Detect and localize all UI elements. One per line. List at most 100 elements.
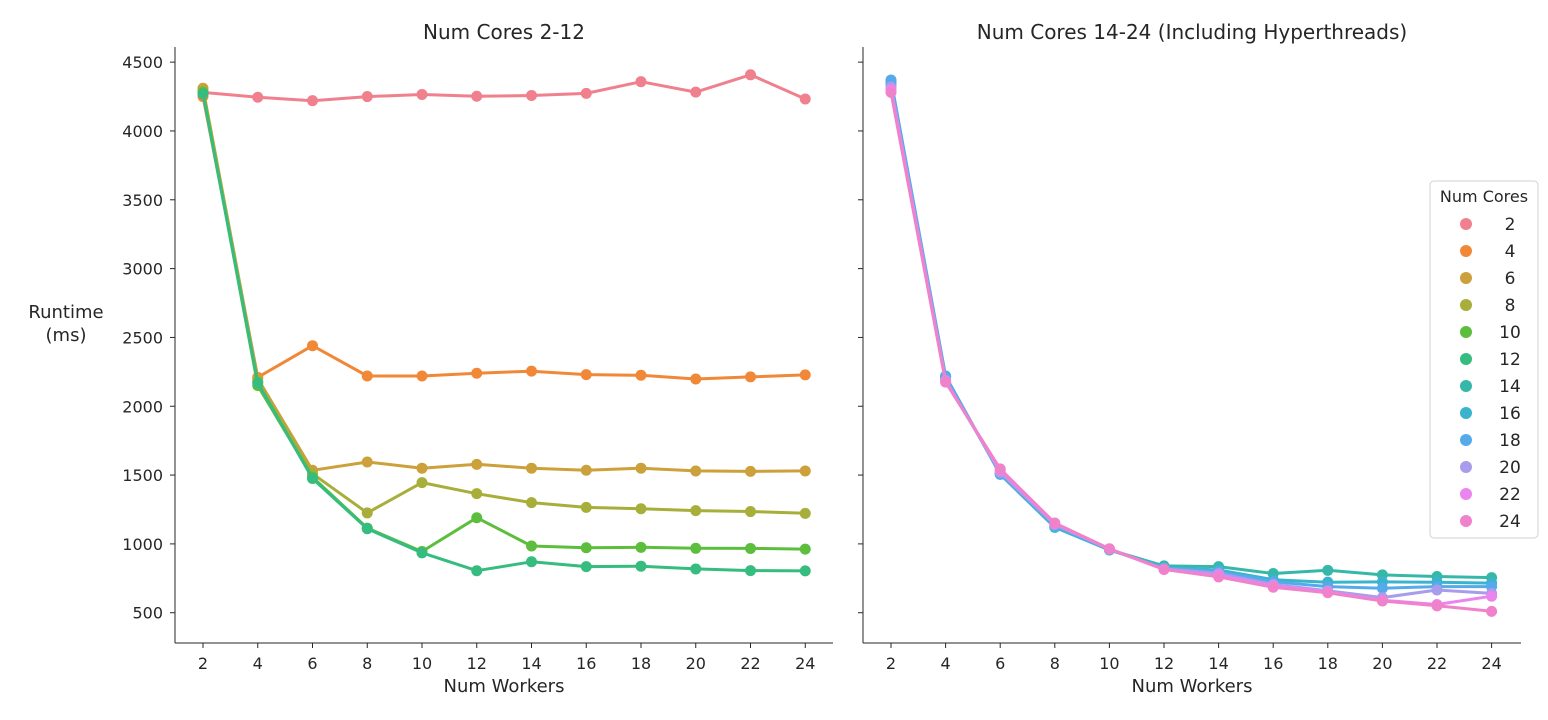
y-tick-label: 4000: [122, 122, 163, 141]
series-line: [201, 89, 807, 515]
series-line: [889, 88, 1494, 606]
chart-title: Num Cores 14-24 (Including Hyperthreads): [977, 20, 1407, 44]
legend-label: 2: [1505, 215, 1516, 235]
x-tick-label: 24: [795, 654, 815, 673]
data-point: [471, 512, 483, 524]
data-point: [635, 560, 647, 572]
series-cores-20: [885, 81, 1498, 604]
data-point: [940, 376, 952, 388]
data-point: [690, 505, 702, 517]
data-point: [690, 563, 702, 575]
data-point: [416, 547, 428, 559]
data-point: [635, 76, 647, 88]
y-tick-label: 2500: [122, 328, 163, 347]
legend-marker: [1460, 245, 1472, 257]
data-point: [799, 369, 811, 381]
data-point: [361, 507, 373, 519]
y-tick-label: 2000: [122, 397, 163, 416]
y-tick-label: 1500: [122, 466, 163, 485]
legend-title: Num Cores: [1440, 187, 1528, 206]
data-point: [745, 542, 756, 554]
data-point: [471, 488, 483, 500]
data-point: [1431, 600, 1443, 612]
y-tick-label: 1000: [122, 535, 163, 554]
data-point: [471, 458, 483, 470]
data-point: [416, 477, 428, 489]
x-tick-label: 16: [1263, 654, 1283, 673]
legend-item-24: 24: [1460, 512, 1521, 532]
y-tick-label: 3500: [122, 191, 163, 210]
series-cores-2: [197, 69, 811, 107]
legend-label: 20: [1499, 458, 1521, 478]
series-cores-16: [885, 75, 1498, 589]
data-point: [416, 370, 428, 382]
legend-label: 12: [1499, 350, 1521, 370]
y-tick-label: 500: [132, 604, 163, 623]
legend-frame: [1429, 180, 1539, 539]
data-point: [526, 540, 537, 552]
x-axis-label: Num Workers: [1132, 676, 1253, 697]
legend-label: 24: [1499, 512, 1521, 532]
data-point: [307, 95, 318, 107]
data-point: [361, 91, 373, 103]
data-point: [416, 88, 428, 100]
legend-item-14: 14: [1460, 377, 1521, 397]
legend-label: 16: [1499, 404, 1521, 424]
series-line: [201, 73, 807, 103]
legend-marker: [1460, 353, 1472, 365]
data-point: [745, 565, 756, 577]
data-point: [252, 377, 264, 389]
series-line: [889, 79, 1494, 585]
legend-marker: [1460, 218, 1472, 230]
x-tick-label: 6: [995, 654, 1005, 673]
legend-marker: [1460, 380, 1472, 392]
legend-marker: [1460, 407, 1472, 419]
data-point: [1213, 571, 1225, 583]
x-tick-label: 2: [198, 654, 208, 673]
legend-label: 14: [1499, 377, 1521, 397]
data-point: [1376, 582, 1388, 594]
legend-item-2: 2: [1460, 215, 1515, 235]
data-point: [885, 86, 897, 98]
x-tick-label: 12: [1154, 654, 1174, 673]
series-cores-10: [197, 86, 811, 557]
data-point: [799, 543, 811, 555]
x-tick-label: 8: [1050, 654, 1060, 673]
data-point: [745, 69, 756, 81]
legend-marker: [1460, 461, 1472, 473]
data-point: [1322, 564, 1334, 576]
legend-marker: [1460, 326, 1472, 338]
legend-label: 6: [1505, 269, 1516, 289]
data-point: [526, 556, 537, 568]
data-point: [690, 373, 702, 385]
x-tick-label: 12: [467, 654, 487, 673]
legend-label: 10: [1499, 323, 1521, 343]
data-point: [580, 369, 592, 381]
legend-item-8: 8: [1460, 296, 1515, 316]
data-point: [635, 541, 647, 553]
legend-marker: [1460, 299, 1472, 311]
data-point: [745, 371, 756, 383]
data-point: [526, 89, 537, 101]
legend-marker: [1460, 434, 1472, 446]
series-cores-8: [197, 85, 811, 519]
data-point: [1322, 587, 1334, 599]
legend-item-16: 16: [1460, 404, 1521, 424]
data-point: [471, 565, 483, 577]
data-point: [252, 91, 264, 103]
data-point: [635, 462, 647, 474]
legend-label: 4: [1505, 242, 1516, 262]
data-point: [361, 456, 373, 468]
data-point: [635, 369, 647, 381]
legend-marker: [1460, 515, 1472, 527]
x-tick-label: 6: [307, 654, 317, 673]
legend-item-22: 22: [1460, 485, 1521, 505]
data-point: [580, 87, 592, 99]
panel-1: Num Cores 2-12 500 1000 1500 2000 2500 3000 350…: [122, 20, 833, 697]
series-cores-22: [885, 84, 1498, 610]
series-line: [889, 82, 1494, 580]
data-point: [361, 523, 373, 535]
x-tick-label: 20: [686, 654, 706, 673]
data-point: [745, 506, 756, 518]
series-cores-6: [197, 82, 811, 477]
